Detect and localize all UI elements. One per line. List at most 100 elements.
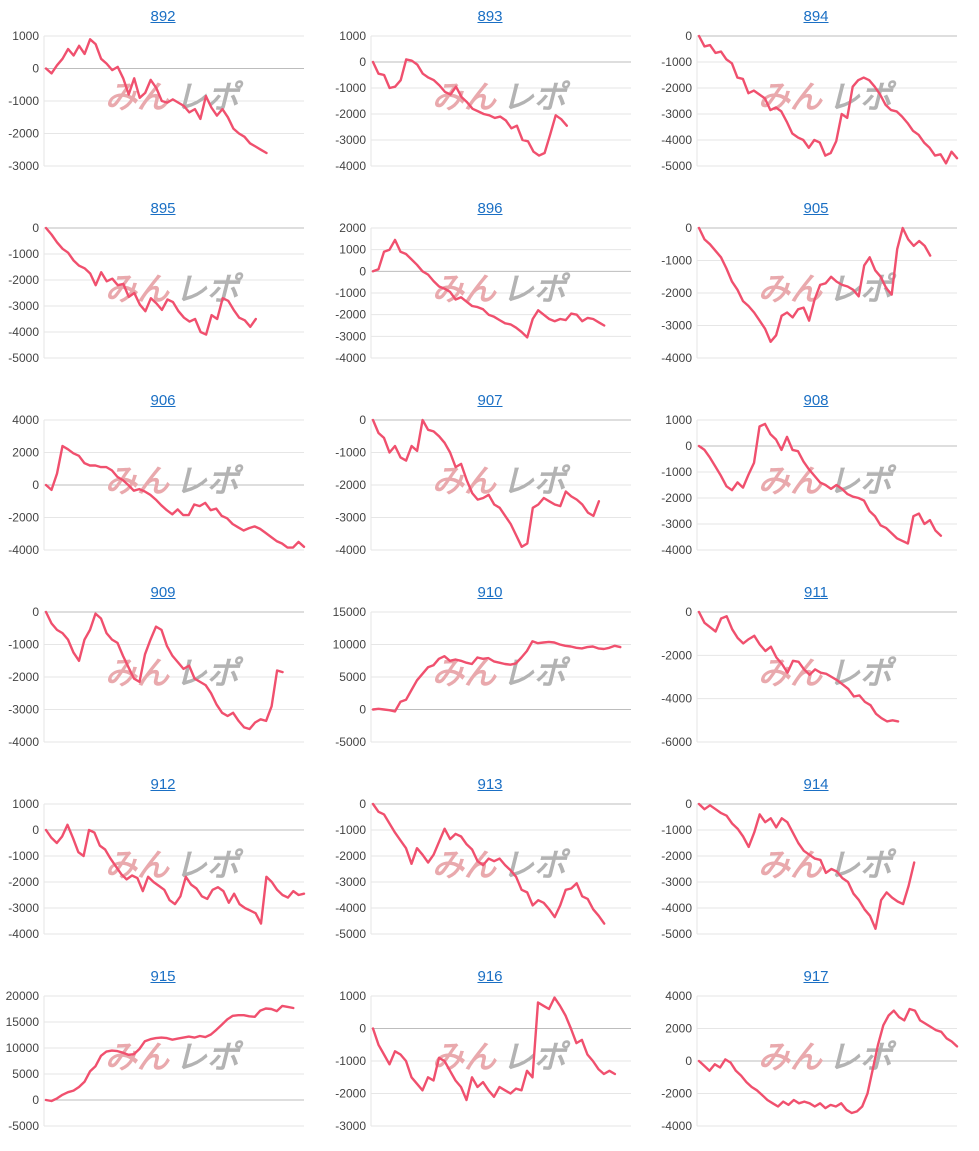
y-tick-label: 0 [359, 264, 366, 278]
chart-title-link[interactable]: 917 [803, 968, 829, 985]
y-tick-label: 0 [32, 823, 39, 837]
chart-panel: 894 0 -1000 -2000 -3000 -4000 -5000 みん レポ [653, 0, 979, 191]
y-tick-label: 1000 [12, 797, 39, 811]
watermark-part-a: みん [758, 1038, 823, 1076]
chart-title-link[interactable]: 894 [803, 8, 829, 25]
chart-title-link[interactable]: 909 [150, 584, 176, 601]
chart-panel: 916 1000 0 -1000 -2000 -3000 みん レポ [327, 960, 653, 1151]
y-tick-label: -3000 [8, 159, 39, 173]
y-tick-label: -2000 [661, 81, 692, 95]
watermark: みん レポ [758, 846, 897, 884]
chart-title-link[interactable]: 895 [150, 200, 176, 217]
y-tick-label: -5000 [8, 1119, 39, 1133]
y-tick-label: -1000 [8, 94, 39, 108]
chart-title-link[interactable]: 911 [804, 584, 828, 601]
y-tick-label: -1000 [661, 465, 692, 479]
watermark: みん レポ [432, 78, 571, 116]
watermark: みん レポ [432, 654, 571, 692]
watermark: みん レポ [758, 78, 897, 116]
watermark-part-b: レポ [502, 462, 571, 500]
y-tick-label: -4000 [661, 543, 692, 557]
y-tick-label: 4000 [12, 413, 39, 427]
y-tick-label: -4000 [661, 133, 692, 147]
y-tick-label: -4000 [335, 159, 366, 173]
watermark-part-a: みん [758, 654, 823, 692]
chart-title-link[interactable]: 905 [803, 200, 829, 217]
series-line [371, 418, 601, 549]
y-tick-label: 2000 [665, 1022, 692, 1036]
watermark: みん レポ [105, 1038, 244, 1076]
watermark-part-a: みん [432, 654, 497, 692]
y-tick-label: 0 [359, 703, 366, 717]
chart-panel: 908 1000 0 -1000 -2000 -3000 -4000 みん レポ [653, 384, 979, 575]
y-tick-label: 1000 [339, 989, 366, 1003]
series-line [371, 802, 606, 925]
chart-title-link[interactable]: 916 [477, 968, 503, 985]
chart-title-link[interactable]: 914 [803, 776, 829, 793]
y-tick-label: -1000 [8, 638, 39, 652]
line-chart: 0 -1000 -2000 -3000 -4000 みん レポ [335, 413, 631, 557]
y-tick-label: -4000 [8, 325, 39, 339]
series-line [697, 610, 900, 723]
watermark-part-b: レポ [502, 270, 571, 308]
watermark-part-a: みん [432, 462, 497, 500]
chart-title-link[interactable]: 913 [477, 776, 503, 793]
series-line [697, 34, 959, 165]
watermark-part-a: みん [758, 78, 823, 116]
y-tick-label: -2000 [8, 511, 39, 525]
series-line [44, 226, 258, 336]
series-line [371, 996, 617, 1102]
watermark: みん レポ [105, 654, 244, 692]
y-tick-label: -4000 [661, 1119, 692, 1133]
chart-title-link[interactable]: 907 [477, 392, 503, 409]
line-chart: 20000 15000 10000 5000 0 -5000 みん レポ [6, 989, 304, 1133]
y-tick-label: -2000 [661, 648, 692, 662]
chart-panel: 893 1000 0 -1000 -2000 -3000 -4000 みん レポ [327, 0, 653, 191]
watermark-part-b: レポ [175, 654, 244, 692]
chart-title-link[interactable]: 906 [150, 392, 176, 409]
series-line [371, 58, 569, 157]
y-tick-label: 15000 [333, 605, 367, 619]
y-tick-label: -5000 [335, 735, 366, 749]
chart-panel: 906 4000 2000 0 -2000 -4000 みん レポ [0, 384, 326, 575]
watermark-part-a: みん [432, 846, 497, 884]
y-tick-label: 2000 [339, 221, 366, 235]
chart-title-link[interactable]: 910 [477, 584, 503, 601]
series-line [697, 1007, 959, 1115]
y-tick-label: -6000 [661, 735, 692, 749]
y-tick-label: 0 [685, 439, 692, 453]
y-tick-label: 0 [685, 221, 692, 235]
chart-title-link[interactable]: 892 [150, 8, 176, 25]
line-chart: 0 -1000 -2000 -3000 -4000 -5000 みん レポ [335, 797, 631, 941]
y-tick-label: -1000 [8, 247, 39, 261]
watermark-part-b: レポ [828, 846, 897, 884]
watermark-part-b: レポ [828, 1038, 897, 1076]
y-tick-label: 0 [359, 55, 366, 69]
y-tick-label: -4000 [661, 692, 692, 706]
line-chart: 4000 2000 0 -2000 -4000 みん レポ [8, 413, 306, 557]
chart-title-link[interactable]: 912 [150, 776, 176, 793]
watermark-part-b: レポ [828, 654, 897, 692]
chart-title-link[interactable]: 893 [477, 8, 503, 25]
watermark: みん レポ [758, 270, 897, 308]
watermark-part-b: レポ [828, 78, 897, 116]
y-tick-label: -2000 [335, 478, 366, 492]
y-tick-label: -1000 [661, 254, 692, 268]
y-tick-label: 1000 [12, 29, 39, 43]
y-tick-label: -3000 [8, 703, 39, 717]
chart-title-link[interactable]: 908 [803, 392, 829, 409]
watermark-part-b: レポ [502, 846, 571, 884]
chart-title-link[interactable]: 915 [150, 968, 176, 985]
watermark-part-a: みん [758, 462, 823, 500]
watermark-part-a: みん [432, 270, 497, 308]
series-line [44, 610, 284, 731]
y-tick-label: 0 [32, 605, 39, 619]
series-line [44, 823, 306, 925]
chart-panel: 896 2000 1000 0 -1000 -2000 -3000 -4000 みん レポ [327, 192, 653, 383]
chart-title-link[interactable]: 896 [477, 200, 503, 217]
y-tick-label: 0 [32, 1093, 39, 1107]
y-tick-label: -3000 [8, 901, 39, 915]
chart-panel: 913 0 -1000 -2000 -3000 -4000 -5000 みん レポ [327, 768, 653, 959]
